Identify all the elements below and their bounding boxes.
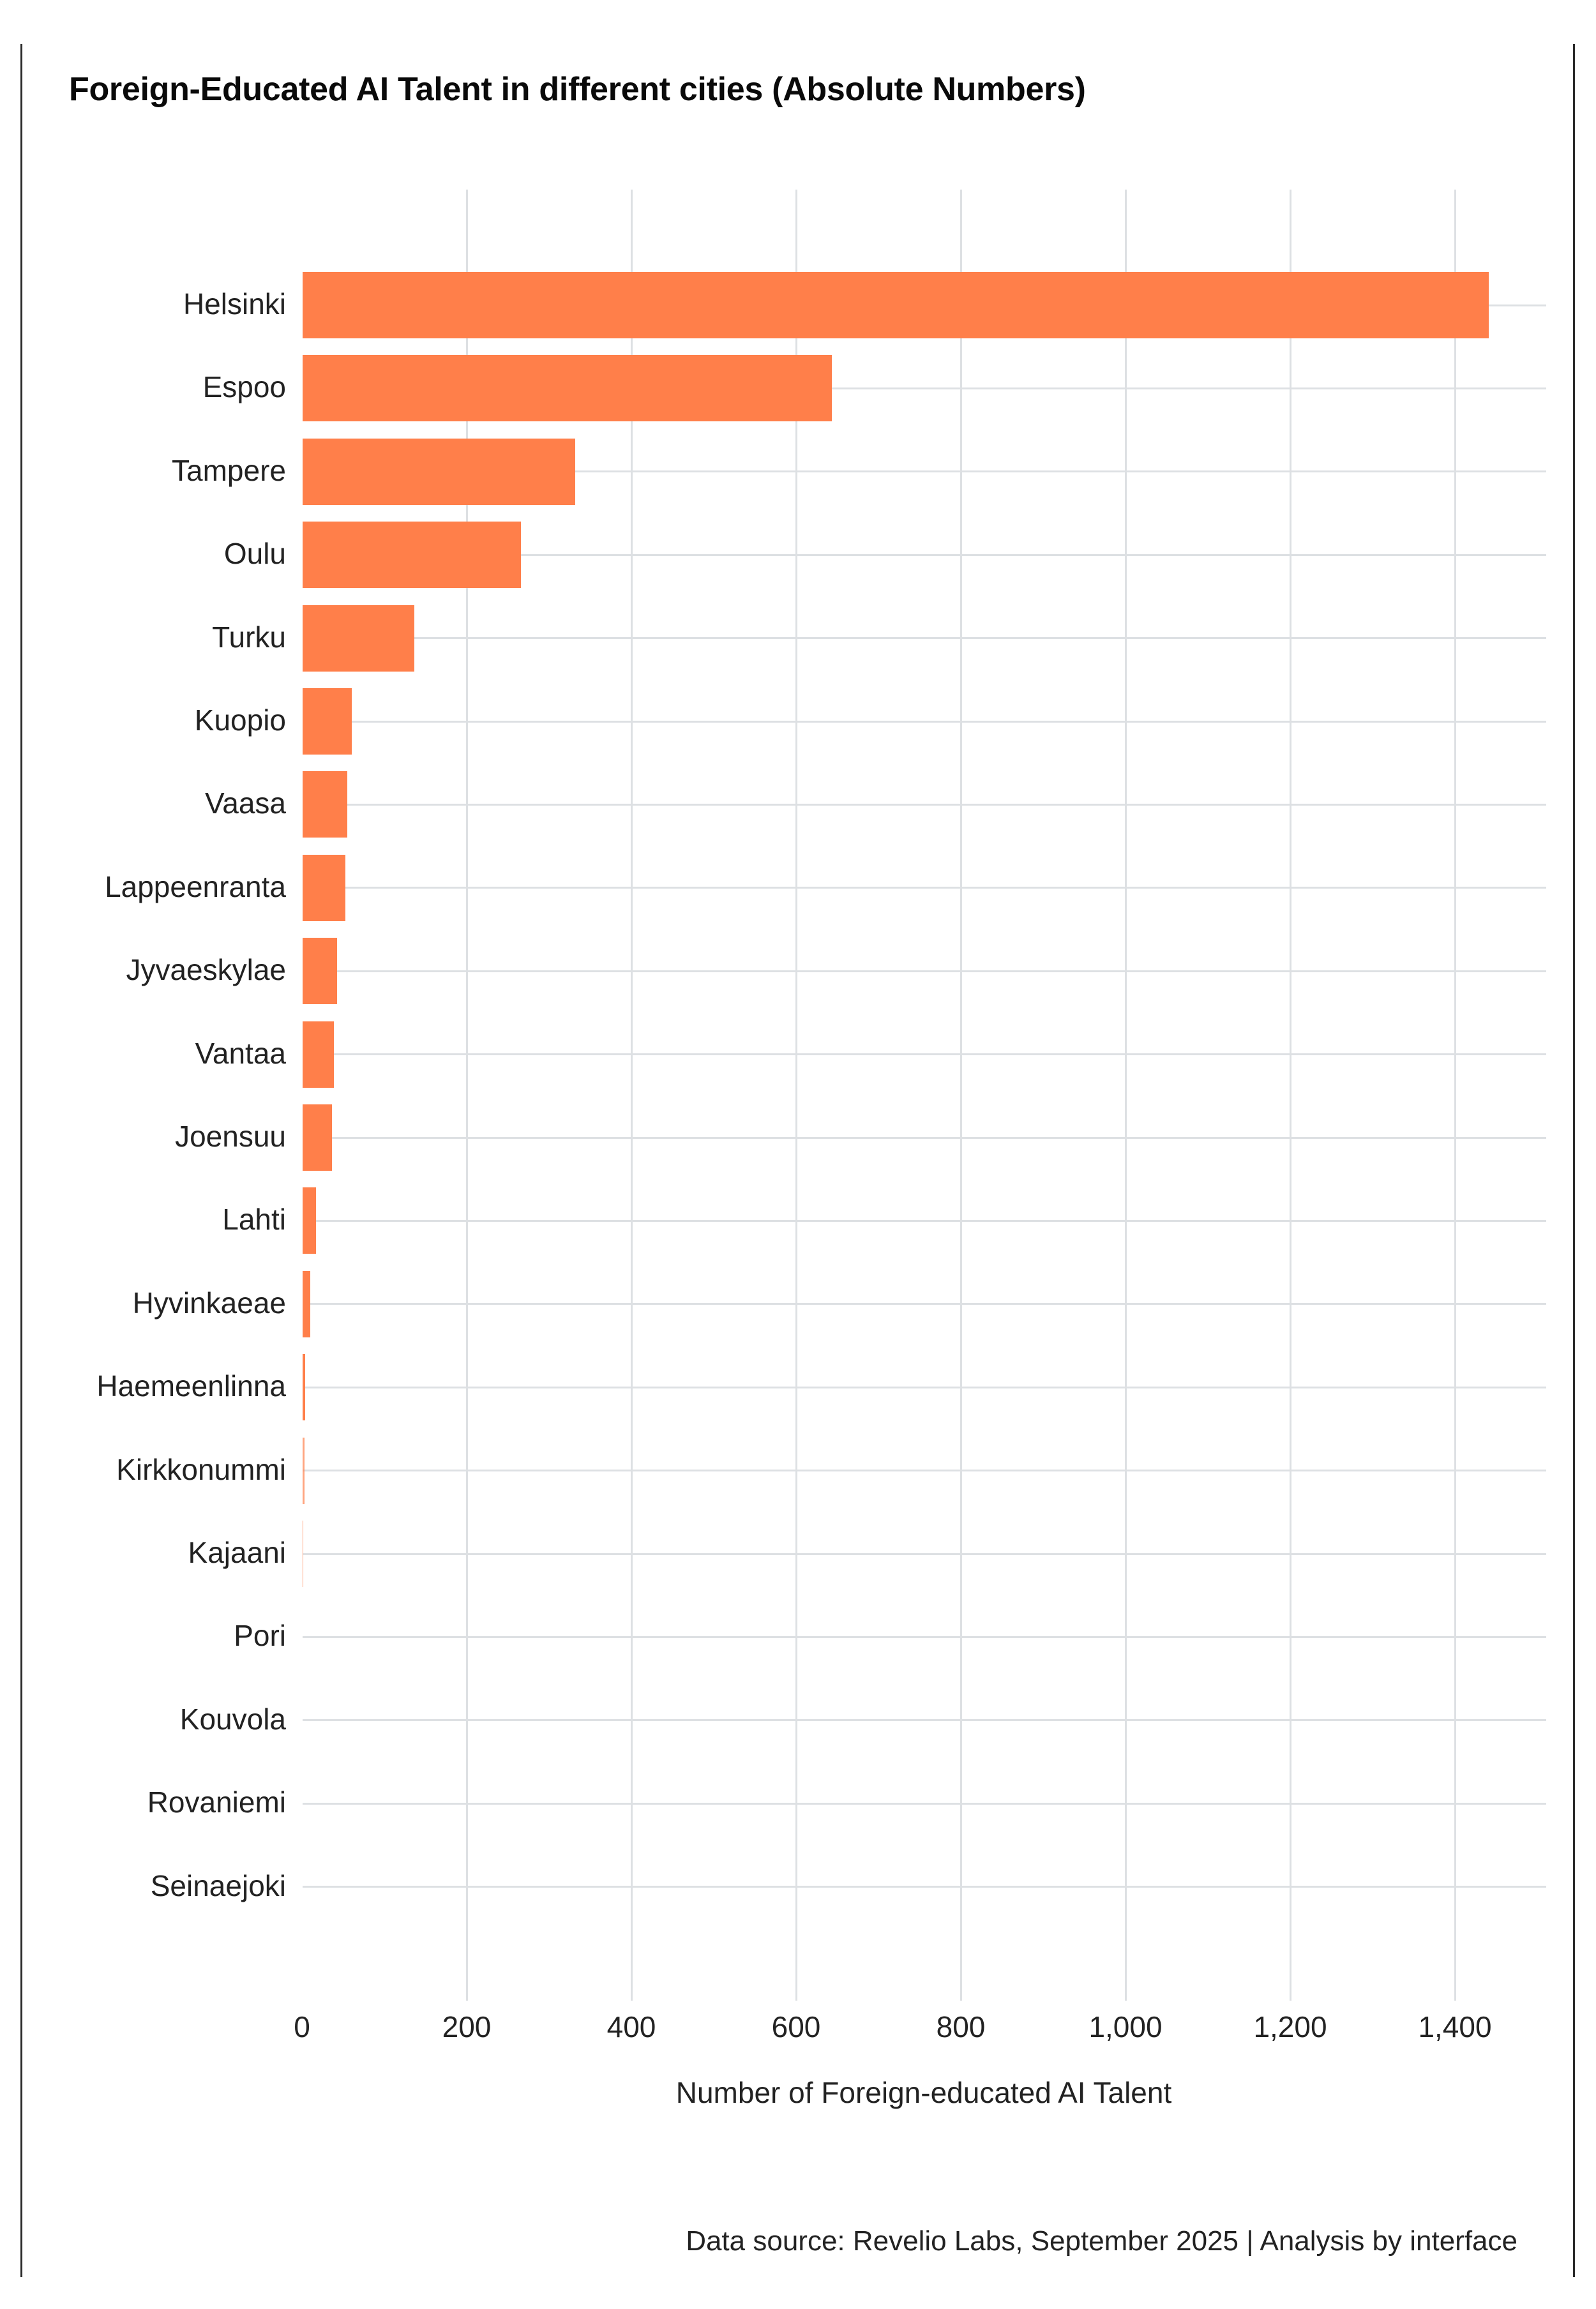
bar-vantaa <box>303 1021 335 1088</box>
x-axis-title: Number of Foreign-educated AI Talent <box>675 2076 1172 2109</box>
y-gridline <box>303 1636 1546 1638</box>
y-gridline <box>303 1219 1546 1222</box>
y-category-label: Rovaniemi <box>147 1786 286 1819</box>
bar-jyvaeskylae <box>303 938 338 1005</box>
y-gridline <box>303 1470 1546 1472</box>
y-category-label: Helsinki <box>183 287 286 320</box>
y-category-label: Tampere <box>172 453 286 487</box>
y-gridline <box>303 1886 1546 1888</box>
y-gridline <box>303 387 1546 389</box>
y-category-label: Kirkkonummi <box>116 1452 286 1486</box>
x-gridline <box>465 190 468 2001</box>
y-category-label: Hyvinkaeae <box>132 1286 286 1320</box>
y-gridline <box>303 1303 1546 1305</box>
x-gridline <box>795 190 797 2001</box>
bar-lappeenranta <box>303 854 346 921</box>
bar-helsinki <box>303 272 1489 338</box>
x-tick-label: 200 <box>442 2010 492 2043</box>
y-category-label: Seinaejoki <box>150 1869 286 1902</box>
bar-kirkkonummi <box>303 1437 305 1504</box>
y-category-label: Vaasa <box>204 786 286 820</box>
x-tick-label: 600 <box>771 2010 821 2043</box>
y-category-label: Oulu <box>223 537 286 571</box>
y-gridline <box>303 720 1546 723</box>
y-category-label: Lappeenranta <box>105 869 286 903</box>
bar-kuopio <box>303 688 352 755</box>
x-gridline <box>630 190 633 2001</box>
frame-left-border <box>20 44 22 2277</box>
y-category-label: Turku <box>212 620 286 654</box>
x-tick-label: 800 <box>936 2010 986 2043</box>
bar-lahti <box>303 1187 316 1254</box>
x-tick-label: 0 <box>294 2010 310 2043</box>
y-category-label: Kajaani <box>188 1536 286 1569</box>
y-gridline <box>303 887 1546 889</box>
y-gridline <box>303 1719 1546 1722</box>
y-gridline <box>303 1553 1546 1555</box>
y-gridline <box>303 637 1546 640</box>
source-note: Data source: Revelio Labs, September 202… <box>686 2225 1517 2257</box>
y-gridline <box>303 470 1546 473</box>
bar-hyvinkaeae <box>303 1270 310 1337</box>
x-gridline <box>1454 190 1456 2001</box>
x-gridline <box>960 190 962 2001</box>
chart-title: Foreign-Educated AI Talent in different … <box>69 71 1086 108</box>
x-tick-label: 1,400 <box>1418 2010 1492 2043</box>
y-gridline <box>303 1802 1546 1805</box>
y-category-label: Haemeenlinna <box>96 1369 286 1403</box>
y-gridline <box>303 1386 1546 1388</box>
y-category-label: Vantaa <box>195 1036 286 1070</box>
y-category-label: Kuopio <box>194 703 286 737</box>
y-category-label: Jyvaeskylae <box>126 953 286 987</box>
bar-tampere <box>303 438 575 505</box>
bar-vaasa <box>303 771 347 838</box>
bar-turku <box>303 605 415 672</box>
y-gridline <box>303 1136 1546 1139</box>
y-gridline <box>303 970 1546 972</box>
x-gridline <box>1124 190 1127 2001</box>
x-tick-label: 1,200 <box>1253 2010 1327 2043</box>
y-category-label: Joensuu <box>175 1120 286 1153</box>
bar-oulu <box>303 522 521 589</box>
x-tick-label: 400 <box>606 2010 656 2043</box>
x-gridline <box>1289 190 1291 2001</box>
y-category-label: Lahti <box>222 1203 286 1237</box>
x-tick-label: 1,000 <box>1088 2010 1163 2043</box>
frame-right-border <box>1573 44 1575 2277</box>
bar-joensuu <box>303 1104 333 1171</box>
bar-espoo <box>303 355 832 422</box>
y-gridline <box>303 553 1546 556</box>
y-category-label: Espoo <box>202 370 286 404</box>
y-gridline <box>303 1053 1546 1056</box>
y-gridline <box>303 803 1546 806</box>
bar-haemeenlinna <box>303 1354 305 1421</box>
y-category-label: Kouvola <box>179 1702 286 1736</box>
y-category-label: Pori <box>234 1619 286 1653</box>
